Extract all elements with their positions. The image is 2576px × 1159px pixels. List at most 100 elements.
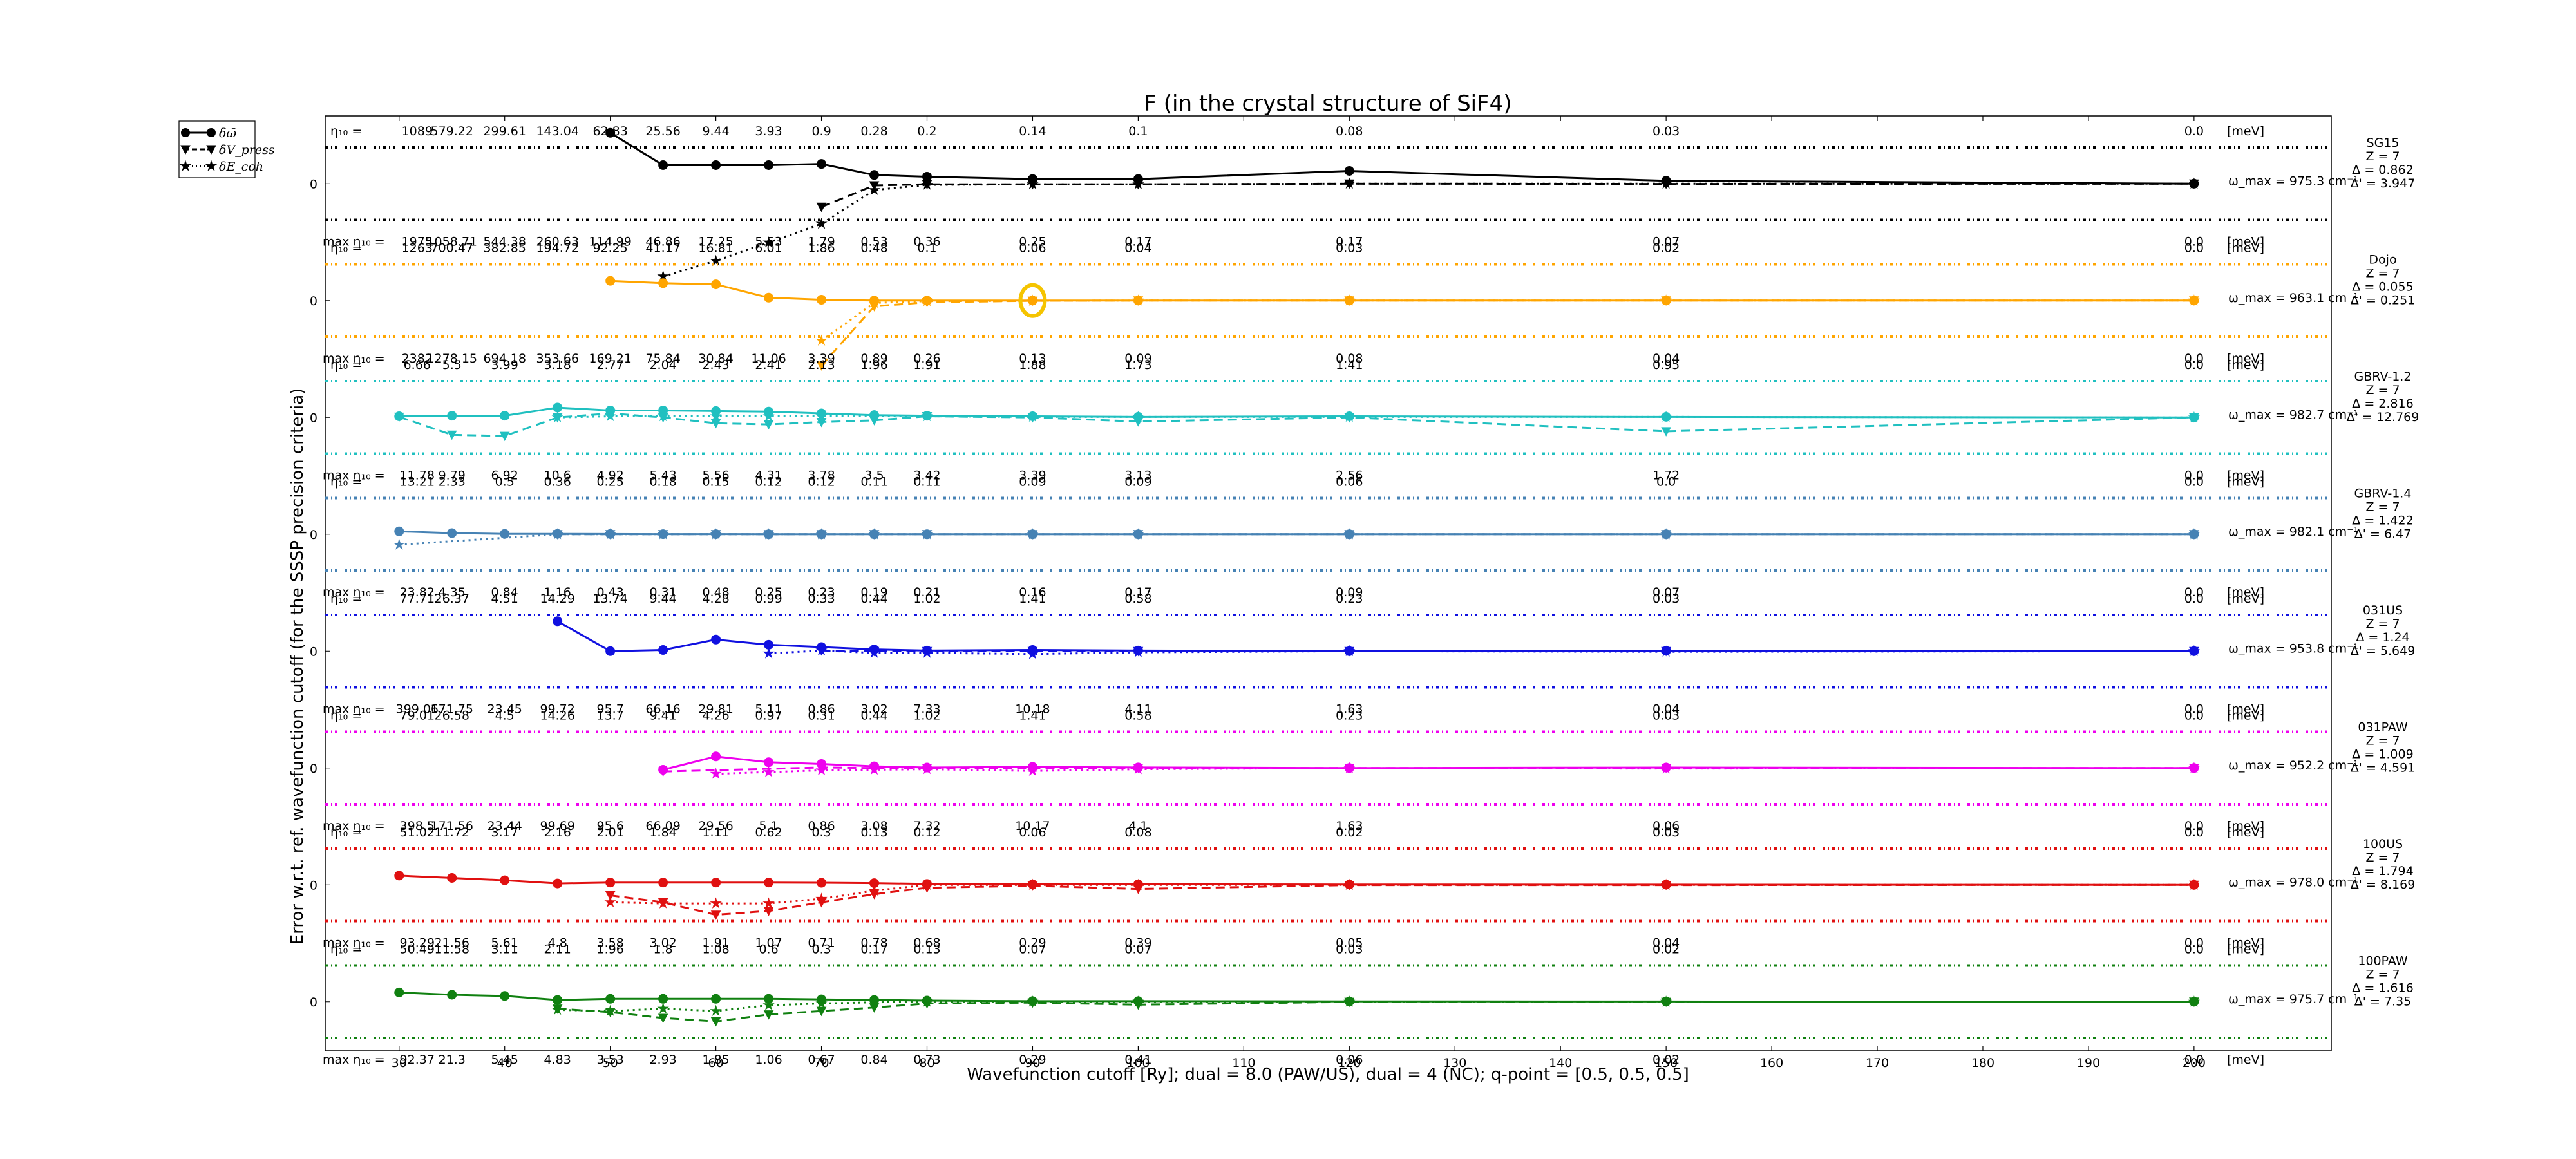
- eta-value: 0.06: [1019, 241, 1046, 256]
- delta-omega-point: [394, 526, 404, 536]
- max-eta-prefix: max η₁₀ =: [323, 819, 385, 833]
- eta-value: 0.62: [755, 825, 782, 840]
- max-eta-value: 0.67: [808, 1053, 835, 1067]
- max-eta-value: 0.06: [1653, 819, 1680, 833]
- max-eta-prefix: max η₁₀ =: [323, 702, 385, 717]
- delta-e-coh-line: [399, 533, 2194, 546]
- max-eta-value: 169.21: [589, 352, 631, 366]
- unit-label: [meV]: [2227, 592, 2264, 606]
- max-eta-value: 0.0: [2184, 469, 2204, 483]
- eta-value: 0.44: [860, 709, 887, 723]
- eta-value: 0.44: [860, 592, 887, 606]
- eta-value: 0.33: [808, 592, 835, 606]
- delta-omega-point: [658, 278, 668, 288]
- x-tick-label: 200: [2183, 1056, 2206, 1070]
- delta-e-coh-point: [551, 411, 564, 423]
- max-eta-value: 0.17: [1124, 235, 1151, 249]
- chart-title: F (in the crystal structure of SiF4): [1144, 91, 1511, 117]
- y-zero-label: 0: [310, 294, 317, 308]
- series-info-label: 100US: [2363, 837, 2403, 851]
- eta-value: 0.08: [1336, 124, 1363, 138]
- eta-value: 9.41: [649, 709, 676, 723]
- eta-value: 26.58: [435, 709, 469, 723]
- delta-e-coh-point: [921, 762, 933, 775]
- eta-value: 0.0: [2184, 943, 2204, 957]
- delta-e-coh-point: [710, 768, 722, 779]
- delta-omega-point: [817, 878, 827, 888]
- eta-value: 1.91: [913, 358, 940, 372]
- eta-value: 700.47: [430, 241, 473, 256]
- series-info-label: Δ = 1.616: [2352, 981, 2413, 995]
- delta-e-coh-point: [1660, 762, 1672, 774]
- highlight-ring: [1018, 283, 1047, 318]
- delta-v-press-point: [710, 910, 721, 920]
- eta-value: 1.41: [1336, 358, 1363, 372]
- delta-e-coh-point: [1660, 995, 1672, 1007]
- max-eta-value: 1975: [402, 235, 433, 249]
- max-eta-value: 1.06: [755, 1053, 782, 1067]
- omega-max-label: ω_max = 975.3 cm⁻¹: [2228, 174, 2358, 188]
- eta-value: 0.58: [1124, 709, 1151, 723]
- delta-e-coh-point: [551, 528, 564, 540]
- max-eta-value: 0.17: [1336, 235, 1363, 249]
- delta-e-coh-point: [815, 410, 828, 422]
- legend-marker: [179, 160, 192, 171]
- delta-v-press-point: [605, 890, 616, 901]
- delta-e-coh-point: [710, 897, 722, 909]
- delta-e-coh-point: [921, 410, 933, 422]
- eta-value: 1.11: [702, 825, 729, 840]
- delta-omega-line: [399, 406, 2194, 419]
- delta-omega-point: [764, 878, 774, 888]
- delta-e-coh-point: [1343, 645, 1356, 657]
- max-eta-value: 1058.71: [426, 235, 477, 249]
- eta-value: 0.06: [1019, 825, 1046, 840]
- series-info-label: Z = 7: [2365, 851, 2400, 865]
- max-eta-value: 5.1: [759, 819, 778, 833]
- eta-value: 1.08: [702, 943, 729, 957]
- delta-e-coh-point: [762, 647, 775, 659]
- delta-omega-point: [605, 276, 616, 286]
- eta-value: 0.03: [1653, 124, 1680, 138]
- omega-max-label: ω_max = 953.8 cm⁻¹: [2228, 641, 2358, 655]
- series-info-label: Δ = 2.816: [2352, 397, 2413, 411]
- delta-omega-point: [817, 159, 827, 169]
- delta-e-coh-point: [762, 999, 775, 1010]
- delta-e-coh-point: [815, 892, 828, 904]
- delta-v-press-point: [816, 1006, 827, 1017]
- max-eta-value: 0.09: [1124, 352, 1151, 366]
- delta-omega-line: [399, 991, 2194, 1003]
- delta-e-coh-point: [1027, 995, 1039, 1007]
- max-eta-value: 4.92: [597, 469, 624, 483]
- eta-value: 0.9: [811, 124, 831, 138]
- eta-prefix: η₁₀ =: [330, 475, 362, 489]
- delta-e-coh-point: [657, 897, 669, 909]
- eta-value: 382.85: [483, 241, 526, 256]
- delta-v-press-point: [499, 431, 510, 442]
- legend-marker: [180, 145, 191, 155]
- series-info-label: Δ = 1.794: [2352, 864, 2413, 878]
- series-info-label: Δ = 0.862: [2352, 163, 2413, 177]
- x-tick-label: 190: [2077, 1056, 2100, 1070]
- delta-e-coh-line: [610, 883, 2194, 905]
- eta-value: 41.17: [645, 241, 680, 256]
- delta-e-coh-point: [868, 763, 880, 775]
- max-eta-value: 3.39: [1019, 469, 1046, 483]
- omega-max-label: ω_max = 982.1 cm⁻¹: [2228, 525, 2358, 539]
- eta-value: 0.25: [597, 475, 624, 489]
- max-eta-value: 3.02: [860, 702, 887, 717]
- eta-value: 0.02: [1336, 825, 1363, 840]
- series-info-label: Δ = 1.24: [2356, 630, 2409, 645]
- eta-prefix: η₁₀ =: [330, 943, 362, 957]
- eta-value: 77.71: [400, 592, 435, 606]
- eta-value: 0.0: [2184, 358, 2204, 372]
- delta-v-press-point: [710, 1017, 721, 1027]
- delta-e-coh-point: [921, 995, 933, 1007]
- delta-omega-point: [711, 994, 721, 1004]
- eta-value: 0.0: [2184, 825, 2204, 840]
- max-eta-value: 3.42: [913, 469, 940, 483]
- delta-v-press-line: [820, 299, 2194, 366]
- legend-marker: [206, 145, 216, 155]
- delta-omega-line: [610, 279, 2194, 302]
- delta-v-press-point: [763, 1010, 774, 1020]
- delta-e-coh-point: [1027, 178, 1039, 189]
